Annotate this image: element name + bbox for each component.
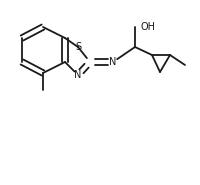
Text: N: N: [74, 70, 81, 80]
Text: OH: OH: [140, 22, 155, 32]
Text: S: S: [75, 42, 81, 52]
Text: N: N: [109, 57, 116, 67]
